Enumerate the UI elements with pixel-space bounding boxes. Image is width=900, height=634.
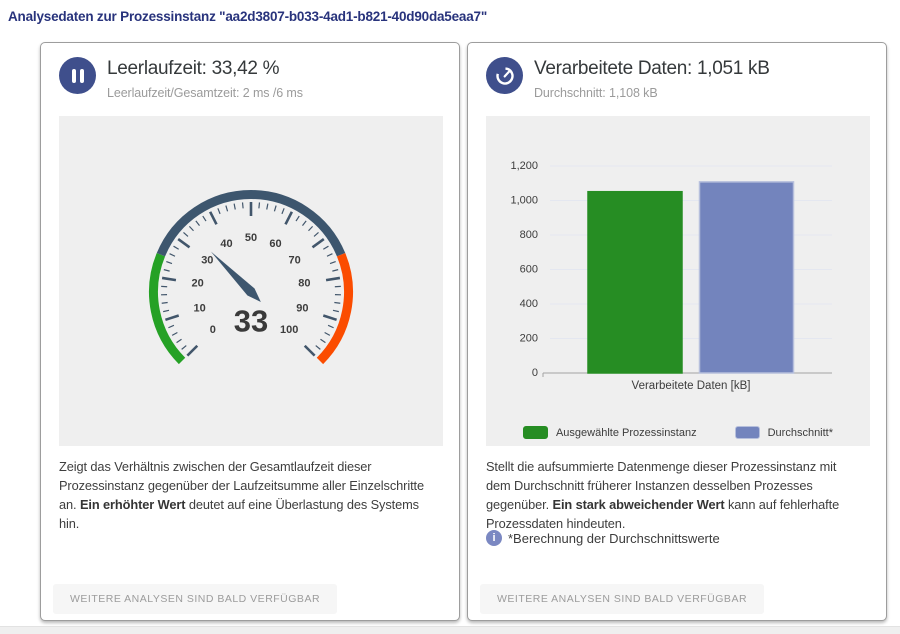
gauge-panel: 0 10 20 30 40 50 60 70 80 90 100 33 — [59, 116, 443, 446]
svg-text:20: 20 — [192, 278, 204, 290]
svg-text:800: 800 — [520, 229, 538, 241]
svg-text:Verarbeitete Daten [kB]: Verarbeitete Daten [kB] — [632, 380, 751, 392]
svg-text:40: 40 — [220, 238, 232, 250]
bar-chart: 0 200 400 600 800 1,000 1,200 Verarbeitete Date… — [510, 160, 832, 392]
svg-text:0: 0 — [532, 367, 538, 379]
data-card-title: Verarbeitete Daten: 1,051 kB — [534, 58, 770, 79]
legend-item[interactable]: Durchschnitt* — [734, 426, 834, 439]
info-icon[interactable]: i — [486, 530, 502, 546]
processed-data-card: Verarbeitete Daten: 1,051 kB Durchschnit… — [467, 42, 887, 621]
svg-text:80: 80 — [298, 278, 310, 290]
chart-legend: Ausgewählte Prozessinstanz Durchschnitt* — [486, 426, 870, 439]
data-description: Stellt die aufsummierte Datenmenge diese… — [486, 459, 840, 531]
svg-text:70: 70 — [289, 254, 301, 266]
svg-text:100: 100 — [280, 324, 298, 336]
speedometer-icon — [486, 57, 523, 94]
page-title: Analysedaten zur Prozessinstanz "aa2d380… — [8, 9, 488, 24]
more-analyses-button[interactable]: WEITERE ANALYSEN SIND BALD VERFÜGBAR — [480, 584, 765, 614]
svg-text:90: 90 — [296, 303, 308, 315]
pause-icon — [59, 57, 96, 94]
svg-text:60: 60 — [269, 238, 281, 250]
svg-text:0: 0 — [210, 324, 216, 336]
svg-text:400: 400 — [520, 298, 538, 310]
idle-card-subtitle: Leerlaufzeit/Gesamtzeit: 2 ms /6 ms — [107, 86, 303, 100]
more-analyses-button[interactable]: WEITERE ANALYSEN SIND BALD VERFÜGBAR — [53, 584, 338, 614]
svg-text:33: 33 — [234, 304, 268, 339]
idle-card-heading: Leerlaufzeit: 33,42 % Leerlaufzeit/Gesam… — [107, 57, 303, 100]
average-calculation-link[interactable]: i *Berechnung der Durchschnittswerte — [486, 530, 720, 546]
idle-card-title: Leerlaufzeit: 33,42 % — [107, 58, 280, 79]
average-calculation-note: *Berechnung der Durchschnittswerte — [508, 530, 720, 546]
legend-item[interactable]: Ausgewählte Prozessinstanz — [522, 426, 697, 439]
legend-label: Durchschnitt* — [767, 426, 834, 439]
speedometer-glyph — [495, 66, 514, 85]
data-card-header: Verarbeitete Daten: 1,051 kB Durchschnit… — [486, 57, 770, 100]
legend-swatch — [734, 426, 760, 439]
idle-card-header: Leerlaufzeit: 33,42 % Leerlaufzeit/Gesam… — [59, 57, 303, 100]
svg-text:1,000: 1,000 — [510, 195, 538, 207]
svg-text:50: 50 — [245, 232, 257, 244]
pause-bar-left — [71, 68, 76, 83]
gauge-chart: 0 10 20 30 40 50 60 70 80 90 100 33 — [149, 190, 353, 365]
svg-text:1,200: 1,200 — [510, 160, 538, 172]
data-card-heading: Verarbeitete Daten: 1,051 kB Durchschnit… — [534, 57, 770, 100]
bottom-strip — [0, 626, 900, 634]
bar-panel: 0 200 400 600 800 1,000 1,200 Verarbeitete Date… — [486, 116, 870, 446]
svg-text:200: 200 — [520, 333, 538, 345]
svg-text:10: 10 — [194, 303, 206, 315]
svg-text:30: 30 — [201, 254, 213, 266]
idle-description: Zeigt das Verhältnis zwischen der Gesamt… — [59, 459, 424, 531]
pause-bar-right — [79, 68, 84, 83]
legend-label: Ausgewählte Prozessinstanz — [555, 426, 697, 439]
svg-text:600: 600 — [520, 264, 538, 276]
data-card-subtitle: Durchschnitt: 1,108 kB — [534, 86, 658, 100]
legend-swatch — [522, 426, 548, 439]
idle-time-card: Leerlaufzeit: 33,42 % Leerlaufzeit/Gesam… — [40, 42, 460, 621]
